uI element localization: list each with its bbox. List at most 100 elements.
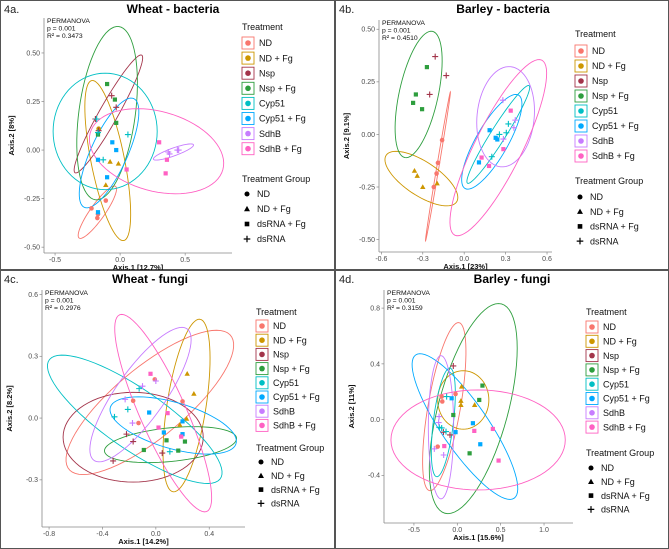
legend-key-circle (259, 422, 265, 429)
data-point (495, 137, 500, 142)
x-tick-label: -0.8 (43, 531, 55, 538)
chart-panel-4c: 4c. Wheat - fungi -0.8 -0.4 0.0 0.4 -0.3 0.0 0.3… (0, 270, 335, 549)
chart-panel-4d: 4d. Barley - fungi -0.5 0.0 0.5 1.0 -0.4 0.0 0.4… (335, 270, 669, 549)
legend-key-circle (578, 78, 584, 84)
legend-item-label: Nsp + Fg (592, 91, 629, 101)
legend-group-label: dsRNA (257, 234, 286, 244)
panel-border (335, 270, 669, 549)
data-point (419, 107, 425, 112)
legend-item-label: ND + Fg (259, 53, 293, 63)
legend-item-label: Cyp51 (273, 378, 299, 388)
permanova-annotation: p = 0.001 (47, 26, 76, 33)
legend-key-circle (589, 395, 595, 402)
legend-key-circle (589, 424, 595, 430)
legend-key-circle (245, 55, 251, 61)
y-tick-label: -0.50 (24, 245, 40, 252)
data-point (184, 371, 190, 376)
data-point (103, 182, 109, 188)
data-point (501, 147, 506, 152)
legend-item-label: Cyp51 + Fg (592, 121, 639, 131)
permanova-annotation: R² = 0.3159 (387, 305, 423, 312)
legend-group-label: ND + Fg (257, 204, 291, 214)
data-point (93, 115, 100, 122)
data-point (180, 432, 185, 437)
legend-key-circle (578, 153, 584, 159)
y-tick-label: 0.0 (370, 417, 380, 424)
y-tick-label: -0.3 (26, 477, 38, 484)
x-tick-label: 0.3 (501, 256, 511, 263)
data-point (147, 410, 152, 415)
data-point (443, 428, 450, 435)
y-axis-label: Axis.2 [8.2%] (5, 385, 14, 432)
data-point (105, 81, 110, 87)
legend-circle-icon (258, 459, 264, 465)
legend-item-label: Cyp51 (259, 99, 285, 109)
data-point (450, 362, 457, 369)
data-point (191, 390, 197, 396)
data-point (447, 431, 454, 438)
legend-key-circle (259, 337, 265, 343)
confidence-ellipse-cyp51-fg (411, 353, 519, 500)
legend-key-circle (589, 410, 595, 416)
legend-key-circle (245, 145, 251, 152)
permanova-annotation: R² = 0.3473 (47, 33, 83, 40)
legend-group-label: ND (257, 189, 270, 199)
legend-item-label: ND + Fg (592, 61, 626, 71)
legend-treatment-title: Treatment (575, 29, 616, 39)
data-point (490, 426, 495, 432)
x-tick-label: 0.0 (459, 256, 469, 263)
data-point (113, 104, 120, 111)
data-point (124, 406, 131, 413)
data-point (458, 383, 465, 389)
legend-key-circle (259, 408, 265, 414)
legend-item-label: SdhB + Fg (592, 151, 635, 161)
data-point (479, 155, 484, 160)
y-tick-label: -0.25 (24, 196, 40, 203)
y-tick-label: -0.4 (368, 473, 380, 480)
legend-key-circle (589, 367, 595, 373)
legend-square-icon (244, 221, 250, 227)
y-tick-label: 0.00 (361, 132, 375, 139)
legend-square-icon (258, 487, 264, 492)
confidence-ellipse-nsp (62, 391, 204, 483)
data-point (175, 147, 182, 154)
confidence-ellipse-nsp-fg (394, 30, 443, 159)
data-point (439, 394, 444, 399)
data-point (180, 419, 185, 424)
confidence-ellipse-sdhb-fg (88, 108, 225, 195)
confidence-ellipse-nd (65, 329, 235, 476)
data-point (164, 157, 170, 162)
legend-item-label: Cyp51 (592, 106, 618, 116)
confidence-ellipse-nd (425, 90, 451, 243)
data-point (442, 443, 447, 449)
x-axis-label: Axis.1 [14.2%] (118, 537, 169, 546)
data-point (435, 444, 440, 449)
data-point (165, 411, 170, 416)
data-point (443, 72, 450, 79)
data-point (508, 108, 513, 113)
data-point (439, 137, 445, 143)
confidence-ellipse-nsp-fg (76, 26, 138, 201)
data-point (164, 438, 169, 443)
data-point (426, 91, 433, 98)
confidence-ellipse-cyp51 (47, 354, 223, 484)
data-point (95, 157, 101, 162)
x-tick-label: -0.5 (49, 257, 61, 264)
data-point (512, 117, 519, 124)
y-axis-label: Axis.2 [9.1%] (342, 112, 351, 159)
data-point (110, 140, 115, 145)
data-point (163, 171, 168, 176)
x-tick-label: 0.4 (204, 531, 214, 538)
legend-group-label: dsRNA + Fg (590, 222, 639, 232)
legend-item-label: SdhB + Fg (603, 422, 646, 432)
data-point (434, 180, 440, 186)
data-point (505, 120, 512, 127)
confidence-ellipse-nd (77, 185, 117, 239)
legend-plus-icon (257, 500, 265, 507)
data-point (111, 413, 118, 420)
data-point (156, 425, 161, 430)
legend-item-label: SdhB (603, 408, 625, 418)
confidence-ellipse-sdhb (89, 326, 192, 463)
confidence-ellipse-sdhb (427, 355, 455, 500)
legend-key-circle (589, 381, 595, 387)
